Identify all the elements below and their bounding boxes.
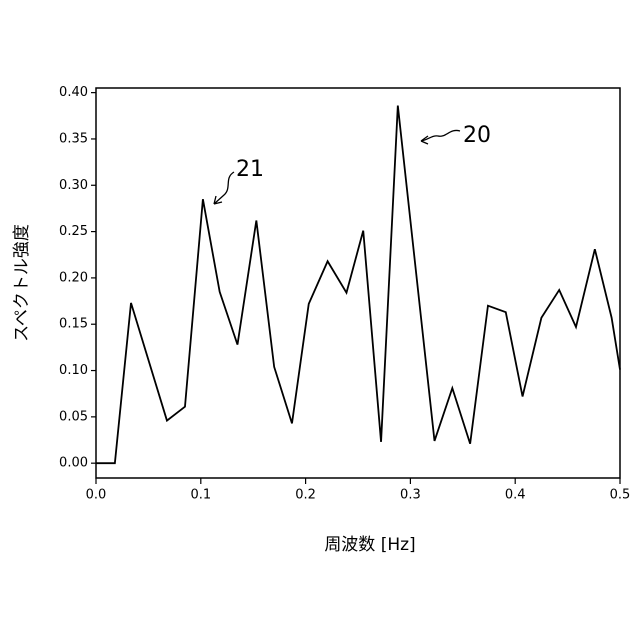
x-tick-label: 0.1 (190, 488, 211, 503)
annotation-arrow (421, 130, 460, 144)
x-tick-label: 0.2 (295, 488, 316, 503)
y-tick-label: 0.15 (59, 317, 88, 332)
y-tick-label: 0.10 (59, 363, 88, 378)
x-tick-label: 0.3 (400, 488, 421, 503)
x-tick-label: 0.0 (86, 488, 107, 503)
y-tick-label: 0.25 (59, 224, 88, 239)
y-tick-label: 0.35 (59, 131, 88, 146)
annotation-arrow (214, 172, 234, 204)
y-tick-label: 0.05 (59, 409, 88, 424)
x-tick-label: 0.4 (505, 488, 526, 503)
x-tick-label: 0.5 (610, 488, 631, 503)
x-axis-label: 周波数 [Hz] (324, 535, 415, 555)
annotation: 21 (236, 157, 264, 182)
y-tick-label: 0.40 (59, 85, 88, 100)
plot-frame (96, 88, 620, 478)
data-line (96, 106, 620, 464)
y-tick-label: 0.30 (59, 178, 88, 193)
y-tick-label: 0.00 (59, 456, 88, 471)
annotation: 20 (463, 123, 491, 148)
y-axis-label: スペクトル強度 (12, 224, 32, 342)
y-tick-label: 0.20 (59, 270, 88, 285)
